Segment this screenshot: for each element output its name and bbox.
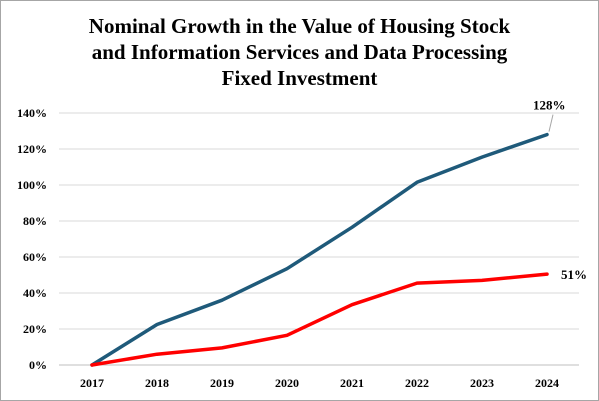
x-tick-label: 2020 [275, 376, 299, 390]
x-tick-label: 2023 [470, 376, 494, 390]
y-tick-label: 40% [23, 286, 47, 300]
chart-title-line-3: Fixed Investment [221, 66, 378, 90]
y-tick-label: 60% [23, 250, 47, 264]
x-tick-label: 2021 [340, 376, 364, 390]
series-line-1 [90, 132, 549, 367]
y-tick-label: 80% [23, 214, 47, 228]
data-label-end-series-1: 128% [533, 98, 566, 113]
y-tick-label: 120% [17, 142, 47, 156]
y-tick-label: 20% [23, 322, 47, 336]
x-tick-label: 2022 [405, 376, 429, 390]
y-tick-label: 100% [17, 178, 47, 192]
x-tick-label: 2024 [535, 376, 559, 390]
y-tick-label: 0% [29, 358, 47, 372]
data-label-leader-line [548, 114, 554, 132]
chart-title: Nominal Growth in the Value of Housing S… [1, 13, 598, 91]
x-tick-label: 2019 [210, 376, 234, 390]
data-label-end-series-2: 51% [561, 267, 587, 282]
x-tick-label: 2017 [80, 376, 104, 390]
chart-title-line-2: and Information Services and Data Proces… [91, 40, 508, 64]
x-tick-label: 2018 [145, 376, 169, 390]
series-line-2 [90, 272, 549, 367]
chart-title-line-1: Nominal Growth in the Value of Housing S… [88, 14, 511, 38]
y-tick-label: 140% [17, 106, 47, 120]
